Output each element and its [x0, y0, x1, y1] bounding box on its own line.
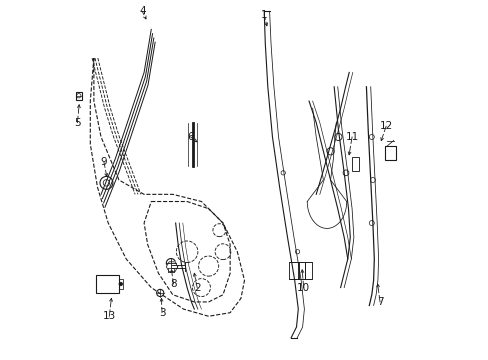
Text: 10: 10: [297, 283, 309, 293]
Bar: [76, 92, 82, 100]
Bar: [96, 275, 119, 293]
Text: 8: 8: [170, 279, 177, 289]
Text: 2: 2: [193, 283, 200, 293]
Text: 5: 5: [74, 118, 81, 128]
Text: 4: 4: [139, 6, 145, 17]
Text: 13: 13: [102, 311, 116, 321]
Bar: [304, 262, 311, 279]
Polygon shape: [166, 262, 178, 272]
Text: 9: 9: [101, 157, 107, 167]
Text: 1: 1: [261, 10, 267, 20]
Bar: [351, 157, 358, 171]
Bar: [384, 146, 395, 160]
Bar: [289, 262, 299, 279]
Text: 11: 11: [345, 132, 358, 142]
Text: 12: 12: [379, 121, 392, 131]
Bar: [119, 279, 123, 289]
Text: 3: 3: [159, 308, 165, 318]
Circle shape: [119, 282, 122, 286]
Text: 6: 6: [187, 132, 194, 142]
Bar: [297, 262, 304, 279]
Text: 7: 7: [376, 297, 383, 307]
